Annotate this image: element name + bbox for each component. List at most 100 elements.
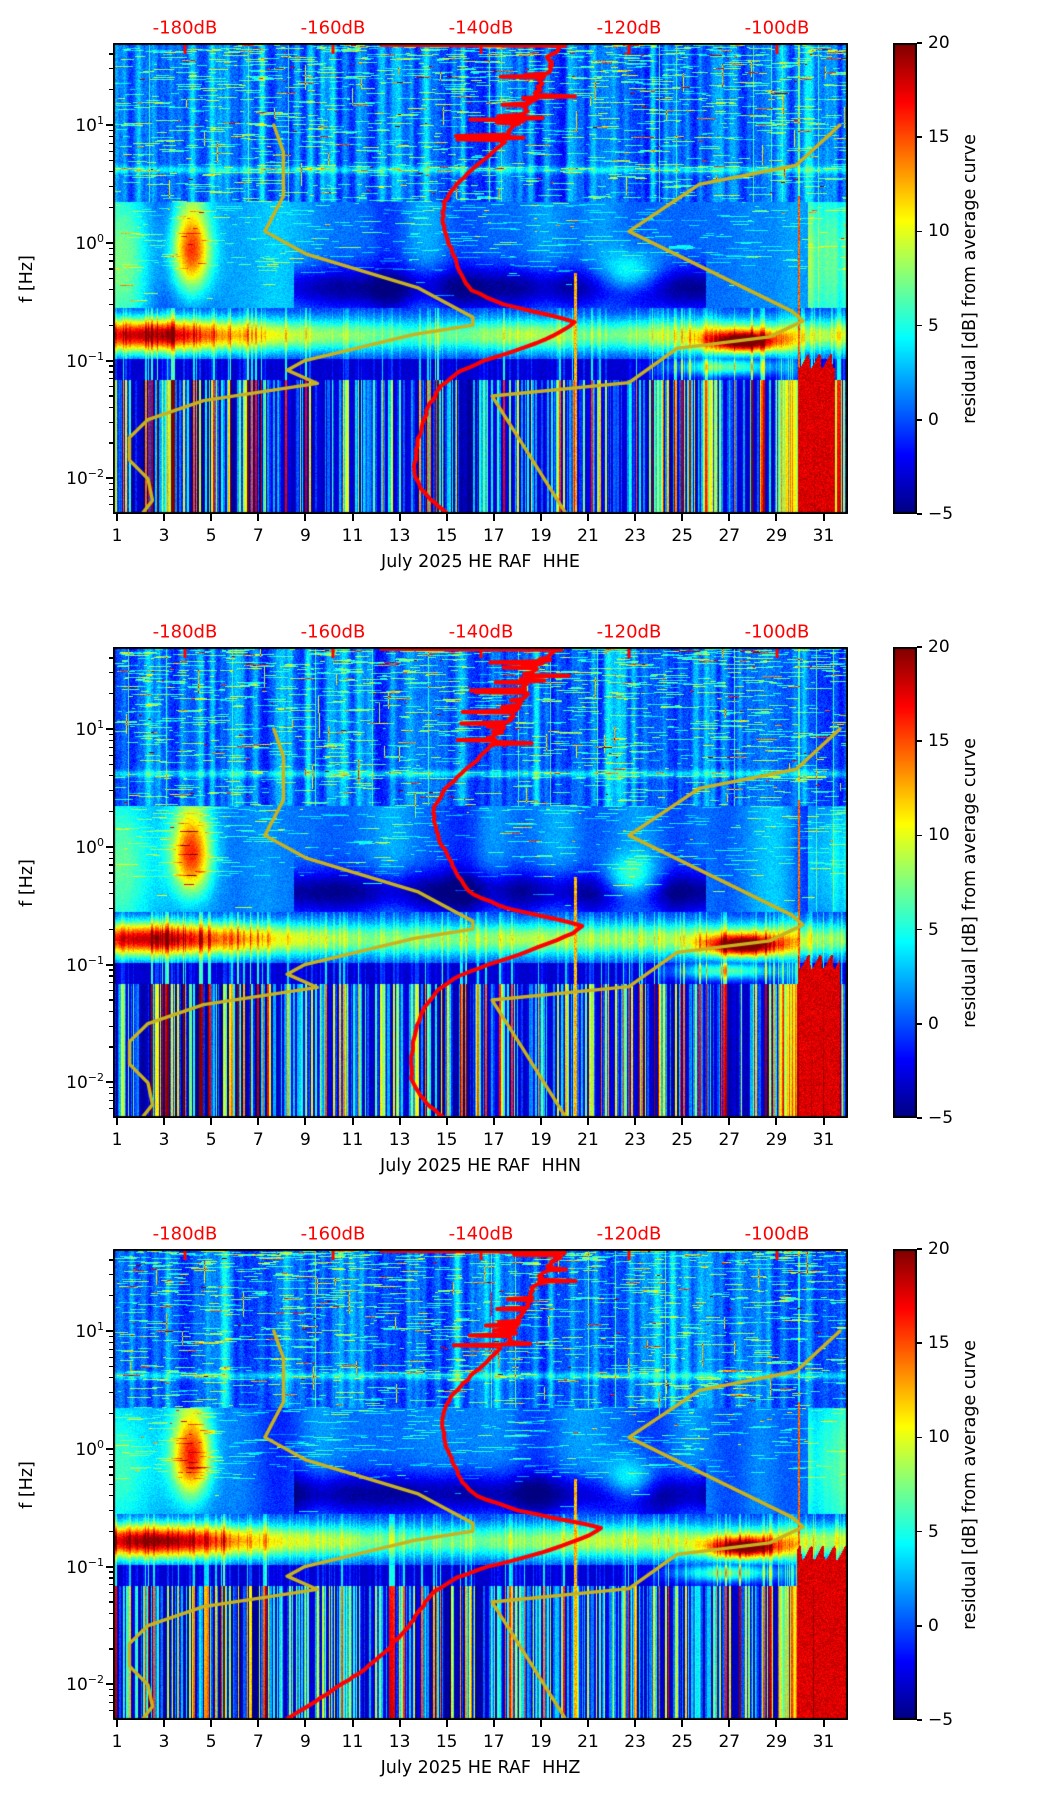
x-tick [210,514,213,521]
y-minor-tick [109,990,113,992]
y-minor-tick [109,739,113,741]
y-tick [106,1683,113,1686]
y-minor-tick [109,1466,113,1468]
y-minor-tick [109,1259,113,1261]
x-tick [398,1118,401,1125]
top-db-tick-label: -120dB [596,17,662,39]
y-minor-tick [109,1365,113,1368]
x-tick [445,1720,448,1727]
colorbar-label: residual [dB] from average curve [960,737,980,1028]
y-minor-tick [109,789,113,792]
x-tick [681,514,684,521]
x-tick-label: 7 [252,1130,264,1150]
panel-title: July 2025 HE RAF HHN [380,1156,581,1176]
top-db-tick-label: -180dB [152,17,218,39]
top-db-tick-label: -120dB [596,621,662,643]
colorbar-hhz [893,1249,917,1720]
x-tick [634,1720,637,1727]
x-tick-label: 21 [577,1130,599,1150]
y-minor-tick [109,1483,113,1485]
y-tick [106,124,113,126]
colorbar-tick-label: 15 [928,731,950,752]
y-minor-tick [109,395,113,397]
y-minor-tick [109,1648,113,1650]
x-tick [445,1118,448,1125]
y-minor-tick [109,893,113,895]
top-db-tick-label: -140dB [448,621,514,643]
x-tick [257,514,260,521]
x-tick-label: 9 [299,526,311,546]
y-minor-tick [109,1412,113,1414]
x-tick-label: 13 [388,1732,411,1752]
x-tick [351,1118,354,1125]
colorbar-tick-label: 20 [928,33,950,53]
y-minor-tick [109,68,113,70]
x-tick-label: 11 [341,1732,364,1752]
y-minor-tick [109,1341,113,1343]
y-minor-tick [109,1577,113,1579]
y-minor-tick [109,483,113,485]
x-tick [163,514,166,521]
y-minor-tick [109,324,113,326]
y-minor-tick [109,1356,113,1358]
colorbar-tick [917,1530,922,1533]
y-minor-tick [109,1601,113,1603]
y-tick-label: 101 [75,114,104,136]
y-minor-tick [109,303,113,305]
x-tick-label: 19 [530,1732,552,1752]
y-minor-tick [109,386,113,388]
x-tick-label: 5 [205,1732,217,1752]
colorbar-tick-label: 5 [928,315,939,336]
x-tick-label: 13 [388,526,411,546]
y-minor-tick [109,1100,113,1102]
x-tick [539,514,542,521]
y-minor-tick [109,1509,113,1511]
y-minor-tick [109,864,113,866]
y-tick [106,1447,113,1450]
y-minor-tick [109,260,113,262]
y-tick [106,1081,113,1084]
top-db-tick-label: -180dB [152,1223,218,1245]
y-minor-tick [109,268,113,270]
y-minor-tick [109,857,113,859]
top-db-tick-label: -160dB [300,17,366,39]
colorbar-tick [917,834,922,837]
x-tick [257,1720,260,1727]
x-tick-label: 17 [482,1732,505,1752]
y-tick-label: 10−2 [66,1673,104,1696]
colorbar-tick-label: −5 [928,1710,954,1730]
y-minor-tick [109,969,113,971]
colorbar-tick-label: 10 [928,1427,950,1448]
top-db-tick-label: -180dB [152,621,218,643]
x-tick-label: 1 [111,1732,123,1752]
x-tick-label: 9 [299,1732,311,1752]
x-tick-label: 29 [765,1130,788,1150]
x-tick-label: 25 [671,526,694,546]
y-minor-tick [109,378,113,380]
x-tick [539,1720,542,1727]
colorbar-tick [917,42,922,44]
y-tick-label: 100 [75,231,104,254]
x-tick-label: 21 [577,526,599,546]
y-minor-tick [109,851,113,853]
colorbar-tick-label: 5 [928,919,939,940]
x-tick-label: 15 [435,1130,458,1150]
y-minor-tick [109,907,113,909]
colorbar-label: residual [dB] from average curve [960,133,980,424]
top-db-tick-label: -160dB [300,1223,366,1245]
y-minor-tick [109,999,113,1001]
x-tick [587,1118,589,1125]
x-tick [728,1720,731,1727]
y-minor-tick [109,1335,113,1337]
y-minor-tick [109,1709,113,1712]
y-minor-tick [109,733,113,735]
colorbar-tick [917,1719,922,1721]
y-minor-tick [109,763,113,766]
x-tick [775,1118,778,1125]
x-tick [539,1118,542,1125]
spectrogram-heatmap-hhz [113,1249,848,1720]
x-tick-label: 9 [299,1130,311,1150]
y-minor-tick [109,975,113,977]
y-minor-tick [109,1348,113,1350]
